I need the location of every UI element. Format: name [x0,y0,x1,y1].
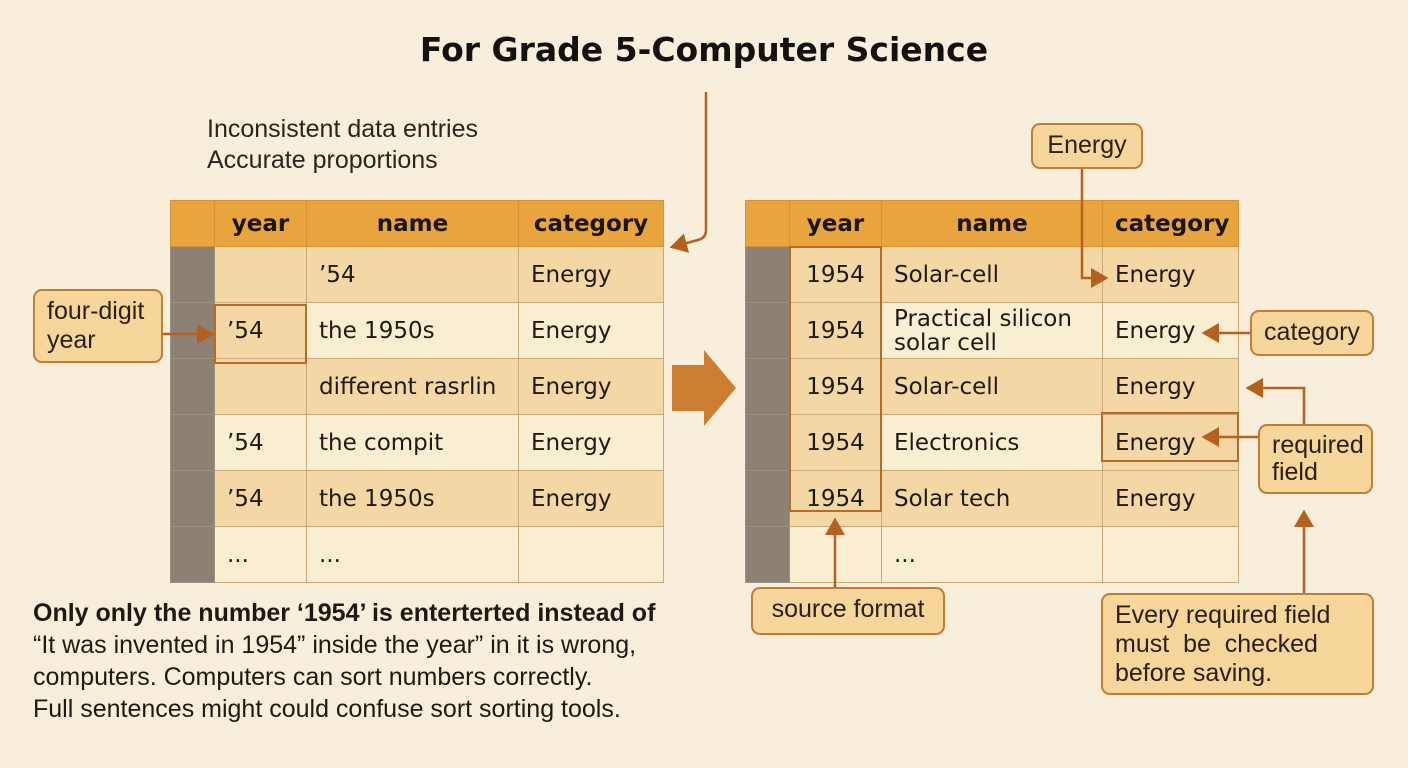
notes: Inconsistent data entries Accurate propo… [207,114,478,176]
paragraph-line: Only only the number ‘1954’ is entertert… [33,599,656,627]
table-row: ’54 Energy [170,246,664,303]
row-stub [745,358,790,415]
cell-category: Energy [518,302,664,359]
cell-name: different rasrlin [306,358,519,415]
cell-category: Energy [1102,246,1239,303]
table-row: 1954 Solar-cell Energy [745,246,1239,303]
energy-to-category-arrow [1080,169,1109,288]
table-row: ’54 the 1950s Energy [170,302,664,359]
cell-name: ... [881,526,1103,583]
inconsistent-table: year name category ’54 Energy ’54 the 19… [170,200,664,583]
cell-name: the 1950s [306,302,519,359]
energy-callout: Energy [1031,123,1143,169]
every-required-callout: Every required field must be checked bef… [1101,593,1374,695]
cell-category: Energy [518,358,664,415]
explanation-paragraph: Only only the number ‘1954’ is entertert… [33,597,655,725]
row-stub [170,358,215,415]
paragraph-line: computers. Computers can sort numbers co… [33,663,593,691]
header-year: year [214,200,307,247]
cell-year [214,358,307,415]
row-stub [745,246,790,303]
table-row: 1954 Solar-cell Energy [745,358,1239,415]
cell-name: Solar tech [881,470,1103,527]
page-title: For Grade 5-Computer Science [419,30,989,69]
consistent-table: year name category 1954 Solar-cell Energ… [745,200,1239,583]
table-row: ... [745,526,1239,583]
title-to-left-table-arrow [669,92,708,253]
note-line: Accurate proportions [207,146,438,174]
cell-name: Practical silicon solar cell [881,302,1103,359]
paragraph-line: “It was invented in 1954” inside the yea… [33,631,637,659]
note-line: Inconsistent data entries [207,115,478,143]
callout-line: category [1264,318,1360,346]
transform-arrow [672,350,736,426]
cell-year: 1954 [789,246,882,303]
required-field-callout: required field [1258,424,1373,494]
cell-name: Solar-cell [881,358,1103,415]
row-stub [170,246,215,303]
header-name: name [881,200,1103,247]
cell-category: Energy [518,246,664,303]
cell-year: ’54 [214,302,307,359]
required-to-row3-arrow [1245,378,1306,424]
four-digit-year-callout: four-digit year [33,289,163,363]
cell-category: Energy [518,470,664,527]
callout-line: four-digit [47,297,145,325]
callout-line: year [47,326,96,354]
cell-category: Energy [518,414,664,471]
row-stub [170,414,215,471]
table-row: different rasrlin Energy [170,358,664,415]
row-stub [745,526,790,583]
table-row: 1954 Practical silicon solar cell Energy [745,302,1239,359]
callout-line: field [1272,458,1318,486]
cell-name: the 1950s [306,470,519,527]
cell-name: ... [306,526,519,583]
row-stub [170,302,215,359]
callout-line: Every required field [1115,601,1331,629]
header-category: category [1102,200,1239,247]
callout-line: must be checked [1115,630,1318,658]
row-stub [170,470,215,527]
row-stub [170,526,215,583]
cell-year: ’54 [214,470,307,527]
category-callout: category [1250,310,1374,356]
callout-line: before saving. [1115,659,1273,687]
row-stub [745,414,790,471]
cell-year: ... [214,526,307,583]
callout-line: required [1272,431,1364,459]
cell-name: Electronics [881,414,1103,471]
header-year: year [789,200,882,247]
cell-year [214,246,307,303]
table-row: ’54 the 1950s Energy [170,470,664,527]
source-format-callout: source format [751,587,945,635]
header-stub [745,200,790,247]
cell-category [518,526,664,583]
row-stub [745,470,790,527]
cell-category [1102,526,1239,583]
cell-category: Energy [1102,470,1239,527]
callout-line: Energy [1047,131,1127,159]
cell-category: Energy [1102,358,1239,415]
cell-year: 1954 [789,302,882,359]
cell-name: ’54 [306,246,519,303]
callout-line: source format [771,595,925,623]
table-row: ... ... [170,526,664,583]
paragraph-line: Full sentences might could confuse sort … [33,695,621,723]
cell-year: ’54 [214,414,307,471]
cell-year: 1954 [789,414,882,471]
